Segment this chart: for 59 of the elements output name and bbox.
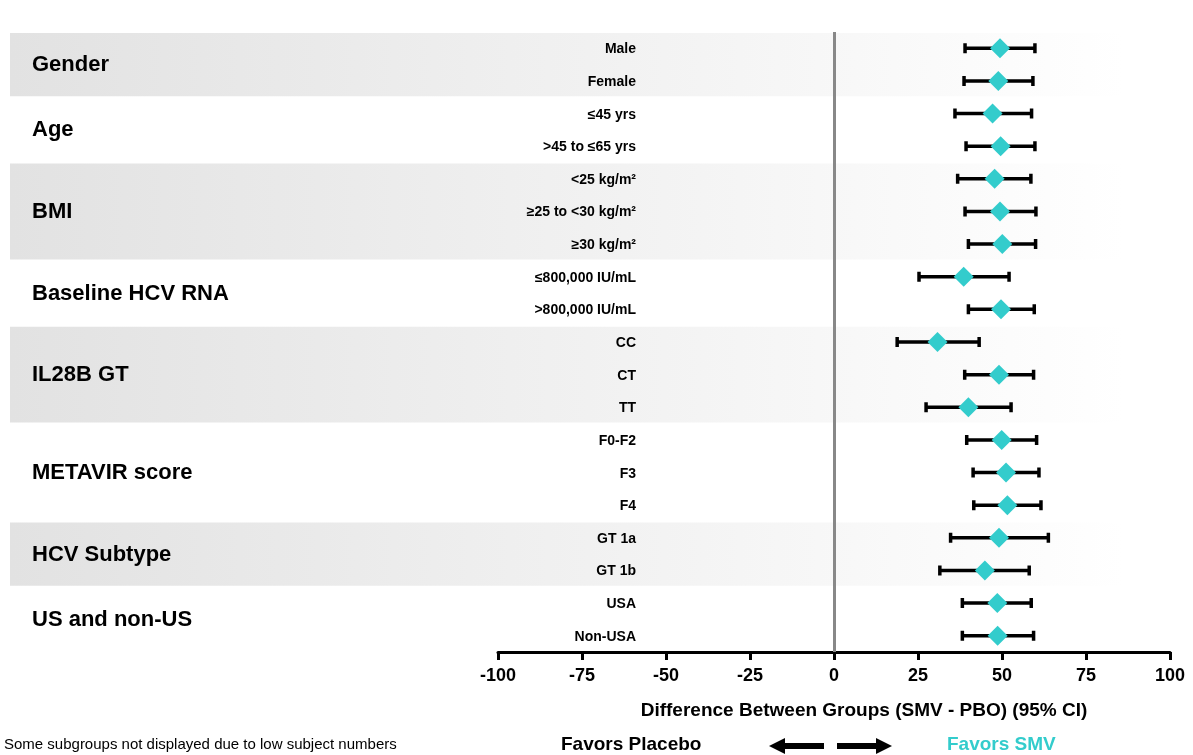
y-tick-label: CC (615, 334, 636, 350)
point (974, 560, 995, 581)
x-tick-label: -100 (479, 665, 517, 685)
point (996, 462, 1017, 483)
y-tick-label: Non-USA (574, 627, 636, 644)
band-label: BMI (32, 197, 73, 223)
y-tick-label: >45 to ≤65 yrs (543, 138, 637, 155)
text: METAVIR score (32, 459, 193, 485)
point (992, 234, 1013, 255)
x-tick-label: 50 (991, 665, 1013, 685)
point (984, 168, 1005, 189)
y-tick-label: ≥30 kg/m² (571, 236, 637, 253)
x-tick-label: 100 (1154, 665, 1186, 685)
band-label: HCV Subtype (32, 540, 172, 566)
y-tick-label: CT (617, 366, 637, 383)
point (987, 593, 1008, 614)
text: Favors SMV (947, 733, 1056, 755)
point (987, 625, 1008, 646)
text: Favors Placebo (561, 733, 702, 755)
y-tick-label: ≤45 yrs (587, 105, 637, 122)
x-tick-label: -50 (652, 665, 680, 685)
y-tick-label: <25 kg/m² (571, 170, 637, 187)
x-tick-label: 0 (828, 665, 840, 685)
y-tick-label: F4 (619, 497, 637, 514)
point (982, 103, 1003, 124)
text: US and non-US (32, 605, 193, 631)
point (988, 364, 1009, 385)
x-axis-title: Difference Between Groups (SMV - PBO) (95% CI) (640, 699, 1088, 720)
point (988, 70, 1009, 91)
point (989, 201, 1010, 222)
y-tick-label: >800,000 IU/mL (534, 301, 637, 318)
y-tick-label: F3 (619, 464, 637, 481)
point (990, 136, 1011, 157)
y-tick-label: TT (618, 399, 637, 416)
y-tick-label: ≥25 to <30 kg/m² (526, 203, 637, 220)
x-tick-label: -75 (568, 665, 596, 685)
y-tick-label: GT 1a (597, 529, 637, 546)
point (953, 266, 974, 287)
y-tick-label: GT 1b (596, 562, 636, 579)
point (958, 397, 979, 418)
band-label: Gender (32, 51, 110, 77)
y-tick-label: ≤800,000 IU/mL (534, 268, 637, 285)
text: Baseline HCV RNA (32, 279, 229, 305)
point (997, 495, 1018, 516)
point (991, 429, 1012, 450)
point (927, 332, 948, 352)
point (989, 38, 1010, 59)
text: Some subgroups not displayed due to low subject numbers (4, 735, 397, 752)
band-label: IL28B GT (32, 361, 130, 387)
y-tick-label: Female (587, 72, 637, 89)
y-tick-label: F0-F2 (598, 431, 637, 448)
point (988, 527, 1009, 548)
y-tick-label: Male (604, 40, 637, 57)
text: Age (32, 116, 74, 142)
y-tick-label: USA (606, 595, 636, 612)
x-tick-label: -25 (736, 665, 764, 685)
x-tick-label: 75 (1075, 665, 1097, 685)
x-tick-label: 25 (907, 665, 929, 685)
point (990, 299, 1011, 320)
